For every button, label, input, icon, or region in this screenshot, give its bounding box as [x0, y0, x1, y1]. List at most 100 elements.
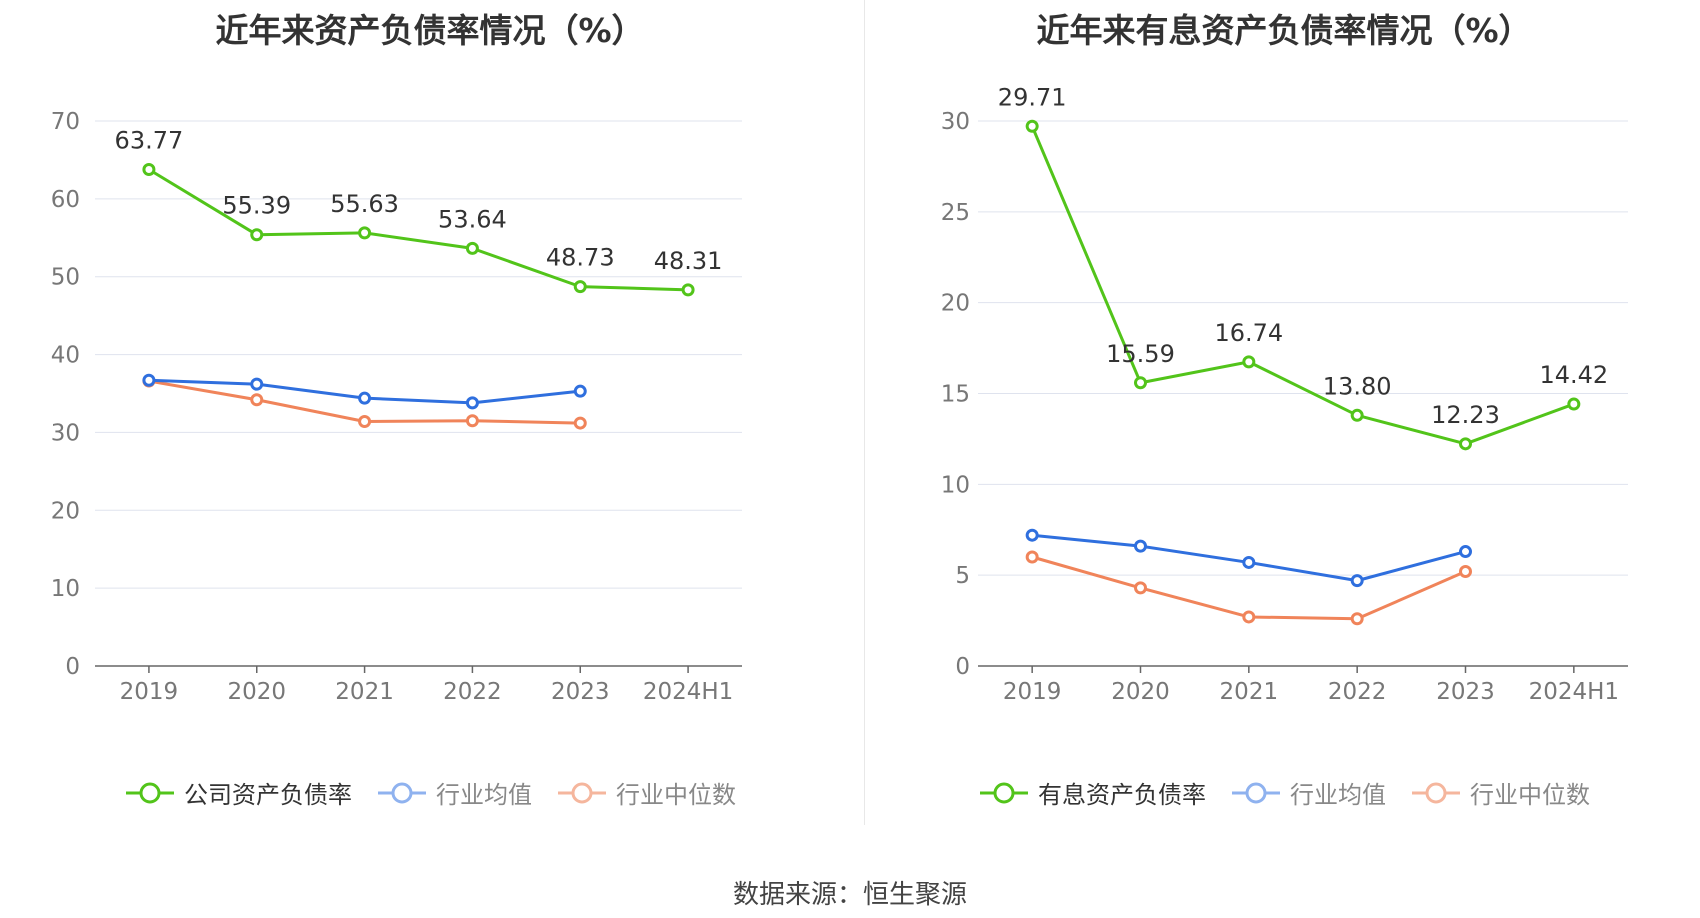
x-tick-label: 2024H1 [643, 679, 733, 705]
data-label: 55.39 [222, 192, 291, 220]
data-point [1350, 574, 1364, 588]
data-point [1459, 437, 1472, 451]
chart-legend: 公司资产负债率 行业均值 行业中位数 [0, 775, 860, 810]
data-point [1134, 376, 1147, 390]
legend-item-industry-median[interactable]: 行业中位数 [1410, 775, 1590, 810]
legend-label: 公司资产负债率 [184, 781, 352, 809]
data-label: 53.64 [438, 205, 507, 233]
data-point [1134, 539, 1147, 553]
y-tick-label: 30 [51, 420, 80, 446]
y-tick-label: 40 [51, 343, 80, 369]
data-point [1025, 528, 1039, 542]
x-tick-label: 2019 [120, 679, 179, 705]
data-point [465, 396, 479, 410]
chart-legend: 有息资产负债率 行业均值 行业中位数 [868, 775, 1700, 810]
legend-item-company[interactable]: 公司资产负债率 [124, 775, 352, 810]
data-label: 29.71 [998, 83, 1067, 111]
chart-plot: 0 10 20 30 40 50 60 70 2019 2020 2021 2022 2023 2024H… [51, 109, 742, 705]
legend-label: 行业中位数 [616, 781, 736, 809]
data-point [573, 280, 587, 294]
data-point [142, 373, 156, 387]
y-tick-label: 20 [51, 498, 80, 524]
x-tick-label: 2019 [1003, 679, 1062, 705]
x-tick-label: 2023 [1436, 679, 1495, 705]
y-tick-label: 15 [941, 382, 970, 408]
data-point [1134, 581, 1147, 595]
data-point [358, 226, 372, 240]
x-tick-label: 2022 [1328, 679, 1387, 705]
chart-panel-interest-debt-ratio: 近年来有息资产负债率情况（%） 0 5 10 15 20 25 30 2019 2020 2021… [868, 0, 1700, 820]
chart-panel-debt-ratio: 近年来资产负债率情况（%） 0 10 20 30 40 50 60 70 2019 2020 202… [0, 0, 860, 820]
series-line [1030, 125, 1575, 446]
data-point [1350, 408, 1364, 422]
data-label: 13.80 [1323, 372, 1392, 400]
legend-item-industry-median[interactable]: 行业中位数 [556, 775, 736, 810]
data-point [1242, 355, 1256, 369]
y-tick-label: 20 [941, 291, 970, 317]
data-label: 15.59 [1106, 340, 1175, 368]
x-tick-label: 2020 [227, 679, 286, 705]
data-label: 63.77 [115, 127, 184, 155]
data-label: 55.63 [330, 190, 399, 218]
y-tick-label: 10 [51, 576, 80, 602]
legend-line-marker-icon [378, 782, 426, 803]
data-label: 14.42 [1539, 361, 1608, 389]
series-line [148, 168, 689, 292]
panel-divider [864, 0, 865, 825]
legend-label: 有息资产负债率 [1038, 781, 1206, 809]
legend-line-marker-icon [1412, 782, 1460, 803]
x-tick-label: 2024H1 [1529, 679, 1619, 705]
legend-item-industry-avg[interactable]: 行业均值 [376, 775, 532, 810]
legend-line-marker-icon [558, 782, 606, 803]
y-tick-label: 30 [941, 109, 970, 135]
legend-line-marker-icon [126, 782, 174, 803]
chart-title: 近年来资产负债率情况（%） [215, 11, 645, 50]
data-label: 48.73 [546, 244, 615, 272]
x-tick-label: 2022 [443, 679, 502, 705]
y-tick-label: 10 [941, 472, 970, 498]
legend-label: 行业中位数 [1470, 781, 1590, 809]
chart-plot: 0 5 10 15 20 25 30 2019 2020 2021 2022 2023 2024H1 29… [941, 83, 1628, 705]
data-point [1242, 555, 1256, 569]
x-tick-label: 2020 [1111, 679, 1170, 705]
legend-label: 行业均值 [436, 781, 532, 809]
y-tick-label: 0 [955, 654, 970, 680]
data-point [1025, 119, 1039, 133]
data-point [1350, 612, 1364, 626]
legend-item-company[interactable]: 有息资产负债率 [978, 775, 1206, 810]
data-point [573, 416, 587, 430]
data-source-note: 数据来源：恒生聚源 [732, 880, 967, 910]
y-tick-label: 5 [955, 563, 970, 589]
data-point [465, 414, 479, 428]
data-point [1567, 397, 1581, 411]
data-point [1025, 550, 1039, 564]
y-tick-label: 60 [51, 187, 80, 213]
data-point [1459, 565, 1472, 579]
x-tick-label: 2021 [1220, 679, 1279, 705]
x-tick-label: 2023 [551, 679, 610, 705]
data-label: 48.31 [654, 247, 723, 275]
data-point [250, 377, 264, 391]
chart-title: 近年来有息资产负债率情况（%） [1036, 11, 1532, 50]
data-point [358, 391, 372, 405]
y-tick-label: 0 [65, 654, 80, 680]
data-point [465, 241, 479, 255]
data-point [681, 283, 695, 297]
data-point [1242, 610, 1256, 624]
data-point [250, 228, 264, 242]
legend-line-marker-icon [980, 782, 1028, 803]
data-point [250, 393, 264, 407]
data-point [358, 415, 372, 429]
x-tick-label: 2021 [335, 679, 394, 705]
data-label: 16.74 [1214, 319, 1283, 347]
y-tick-label: 50 [51, 265, 80, 291]
data-point [1459, 545, 1472, 559]
data-point [573, 384, 587, 398]
y-tick-label: 25 [941, 200, 970, 226]
data-point [142, 163, 156, 177]
legend-line-marker-icon [1232, 782, 1280, 803]
legend-label: 行业均值 [1290, 781, 1386, 809]
y-tick-label: 70 [51, 109, 80, 135]
legend-item-industry-avg[interactable]: 行业均值 [1230, 775, 1386, 810]
data-label: 12.23 [1431, 401, 1500, 429]
